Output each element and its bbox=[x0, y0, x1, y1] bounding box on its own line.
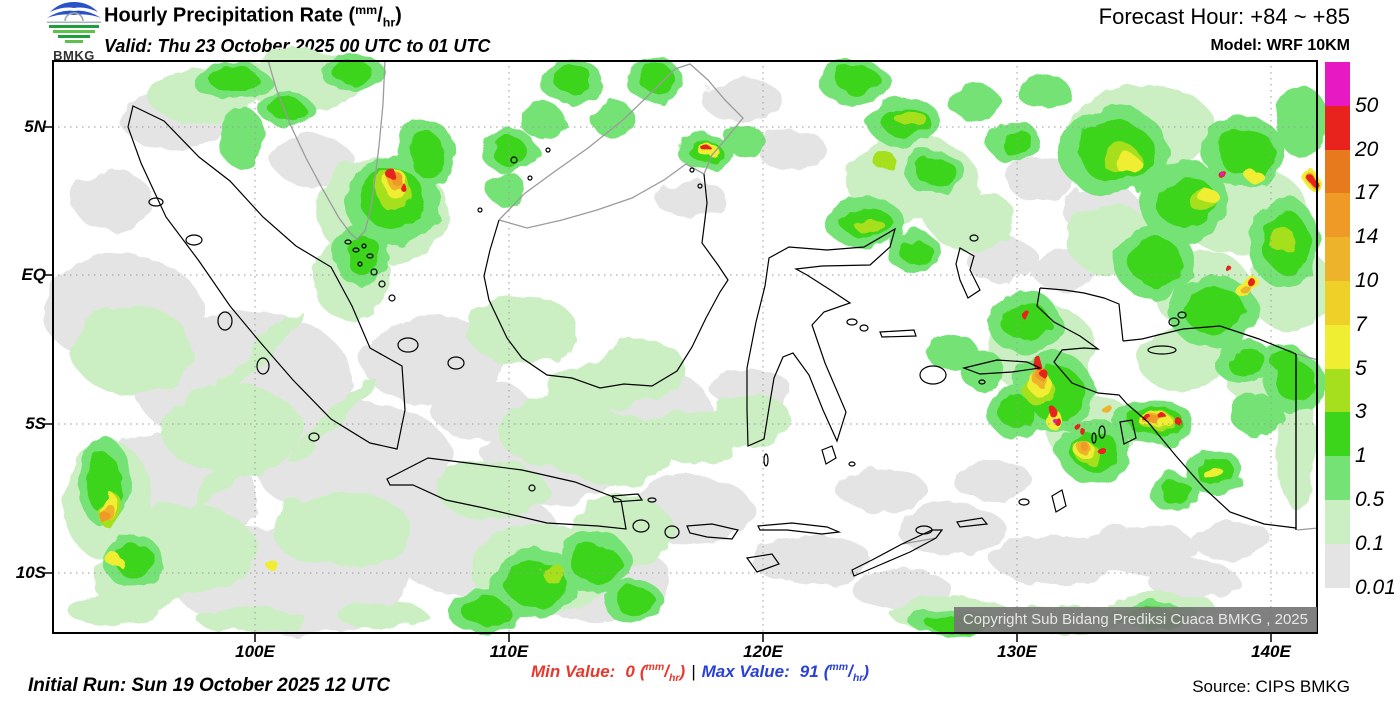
colorbar-label: 1 bbox=[1355, 444, 1367, 468]
valid-time-line: Valid: Thu 23 October 2025 00 UTC to 01 … bbox=[104, 35, 491, 56]
map-area: Copyright Sub Bidang Prediksi Cuaca BMKG… bbox=[42, 50, 1337, 642]
colorbar-segment bbox=[1325, 62, 1350, 106]
foreign-coastlines bbox=[267, 59, 1319, 545]
lat-label-5n: 5N bbox=[24, 117, 46, 136]
unit-fraction-min: mm/hr bbox=[645, 661, 680, 685]
colorbar-segment bbox=[1325, 368, 1350, 413]
min-value-text: Min Value: 0 (mm/hr) bbox=[530, 661, 686, 685]
precip-layer-violent bbox=[1053, 172, 1224, 423]
title-block: Hourly Precipitation Rate (mm/hr) Valid:… bbox=[104, 3, 490, 57]
model-line: Model: WRF 10KM bbox=[1210, 37, 1350, 54]
lon-label-110e: 110E bbox=[489, 642, 529, 661]
page-title: Hourly Precipitation Rate (mm/hr) bbox=[104, 3, 402, 30]
lon-label-100e: 100E bbox=[235, 642, 275, 661]
lat-label-10s: 10S bbox=[15, 563, 46, 582]
colorbar-segment bbox=[1325, 281, 1350, 325]
map-frame bbox=[44, 60, 1318, 642]
colorbar-segment bbox=[1325, 149, 1350, 194]
colorbar bbox=[1325, 62, 1350, 588]
max-value: 91 bbox=[799, 661, 819, 681]
page-title-text: Hourly Precipitation Rate bbox=[104, 4, 343, 27]
axis-ticks bbox=[44, 126, 1272, 642]
unit-fraction-max: mm/hr bbox=[829, 661, 864, 685]
min-value: 0 bbox=[625, 661, 635, 681]
precip-layer-extreme bbox=[387, 145, 1313, 454]
unit-fraction: mm/hr bbox=[355, 3, 396, 30]
initial-run-line: Initial Run: Sun 19 October 2025 12 UTC bbox=[28, 675, 391, 696]
bmkg-logo: BMKG bbox=[44, 1, 104, 63]
forecast-hour-line: Forecast Hour: +84 ~ +85 bbox=[1098, 4, 1350, 29]
lon-label-130e: 130E bbox=[997, 642, 1037, 661]
colorbar-segment bbox=[1325, 324, 1350, 369]
grid-lines bbox=[52, 60, 1318, 634]
lon-label-120e: 120E bbox=[743, 642, 783, 661]
bmkg-logo-icon bbox=[47, 2, 101, 43]
colorbar-label: 0.01 bbox=[1355, 575, 1396, 599]
minmax-line: Min Value: 0 (mm/hr) | Max Value: 91 (mm/hr) bbox=[531, 661, 869, 684]
colorbar-label: 0.5 bbox=[1355, 488, 1385, 511]
copyright-badge: Copyright Sub Bidang Prediksi Cuaca BMKG… bbox=[953, 607, 1317, 632]
colorbar-segment bbox=[1325, 543, 1350, 588]
precipitation-map bbox=[42, 50, 1337, 642]
lat-label-5s: 5S bbox=[25, 414, 46, 433]
colorbar-segment bbox=[1325, 237, 1350, 281]
indonesia-coastlines bbox=[127, 105, 1297, 577]
colorbar-label: 3 bbox=[1355, 400, 1367, 424]
max-value-text: Max Value: 91 (mm/hr) bbox=[701, 661, 870, 685]
colorbar-segment bbox=[1325, 193, 1350, 238]
colorbar-label: 0.1 bbox=[1355, 531, 1385, 555]
colorbar-segment bbox=[1325, 412, 1350, 457]
colorbar-label: 14 bbox=[1355, 225, 1379, 249]
colorbar-label: 10 bbox=[1355, 269, 1379, 292]
bmkg-logo-text: BMKG bbox=[53, 48, 95, 63]
separator: | bbox=[691, 661, 696, 681]
colorbar-label: 5 bbox=[1355, 356, 1367, 380]
colorbar-label: 20 bbox=[1355, 137, 1379, 161]
source-line: Source: CIPS BMKG bbox=[1192, 677, 1350, 696]
colorbar-segment bbox=[1325, 456, 1350, 500]
colorbar-label: 17 bbox=[1355, 181, 1379, 205]
colorbar-label: 50 bbox=[1355, 93, 1379, 117]
colorbar-segment bbox=[1325, 105, 1350, 150]
forecast-info-block: Forecast Hour: +84 ~ +85 Model: WRF 10KM bbox=[1099, 4, 1350, 55]
lat-label-eq: EQ bbox=[21, 265, 46, 284]
lon-label-140e: 140E bbox=[1251, 642, 1291, 661]
colorbar-label: 7 bbox=[1355, 312, 1367, 336]
colorbar-segment bbox=[1325, 500, 1350, 544]
